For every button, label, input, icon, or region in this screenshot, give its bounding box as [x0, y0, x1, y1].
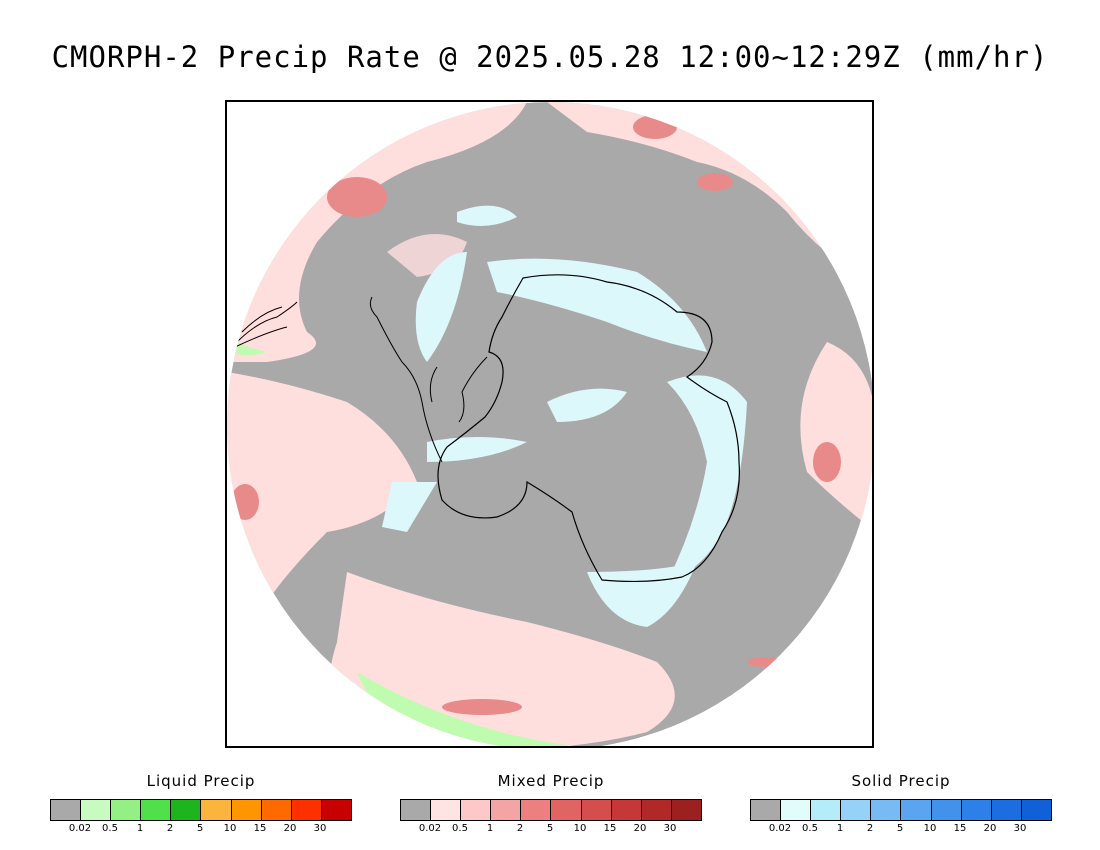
legend-tick-mixed-1: 0.5 — [452, 823, 468, 834]
legend-ticks-liquid: 0.02 0.5 1 2 5 10 15 20 30 — [50, 823, 352, 837]
legend-ticks-mixed: 0.02 0.5 1 2 5 10 15 20 30 — [400, 823, 702, 837]
precip-field — [227, 102, 872, 746]
legend-swatch-liquid-0 — [51, 800, 82, 820]
legend-liquid: Liquid Precip 0.02 0.5 1 2 5 10 15 20 30 — [50, 772, 352, 837]
legend-tick-mixed-7: 20 — [633, 823, 647, 834]
legend-tick-liquid-5: 10 — [223, 823, 237, 834]
legend-tick-solid-5: 10 — [923, 823, 937, 834]
legend-swatch-solid-0 — [751, 800, 782, 820]
legend-swatch-solid-1 — [781, 800, 812, 820]
map-title: CMORPH-2 Precip Rate @ 2025.05.28 12:00~… — [51, 40, 1049, 74]
legend-tick-mixed-2: 1 — [486, 823, 494, 834]
legend-tick-liquid-3: 2 — [166, 823, 174, 834]
legend-mixed: Mixed Precip 0.02 0.5 1 2 5 10 15 20 30 — [400, 772, 702, 837]
legend-title-solid: Solid Precip — [851, 772, 951, 790]
legend-swatch-mixed-6 — [581, 800, 612, 820]
legend-title-liquid: Liquid Precip — [146, 772, 256, 790]
antarctica-coastline — [437, 274, 740, 583]
legend-swatch-mixed-5 — [551, 800, 582, 820]
legend-tick-solid-2: 1 — [836, 823, 844, 834]
legend-swatch-mixed-1 — [431, 800, 462, 820]
legend-swatch-liquid-3 — [141, 800, 172, 820]
legend-swatch-solid-5 — [901, 800, 932, 820]
mixed-precip-heavy — [231, 115, 841, 715]
peninsula-coastline — [369, 296, 488, 463]
legend-swatch-solid-3 — [841, 800, 872, 820]
south-america-coastline — [234, 301, 298, 348]
legend-swatch-mixed-9 — [671, 800, 701, 820]
legend-title-mixed: Mixed Precip — [497, 772, 605, 790]
legend-tick-mixed-0: 0.02 — [418, 823, 442, 834]
legend-swatch-solid-2 — [811, 800, 842, 820]
legend-swatch-liquid-2 — [111, 800, 142, 820]
legend-swatch-liquid-9 — [321, 800, 351, 820]
legend-swatch-liquid-8 — [291, 800, 322, 820]
legend-swatch-solid-4 — [871, 800, 902, 820]
map-frame[interactable] — [225, 100, 874, 748]
legend-swatch-mixed-0 — [401, 800, 432, 820]
solid-precip-regions — [382, 205, 747, 627]
legend-swatch-liquid-1 — [81, 800, 112, 820]
legend-tick-liquid-0: 0.02 — [68, 823, 92, 834]
legend-swatch-mixed-3 — [491, 800, 522, 820]
legend-swatch-solid-7 — [961, 800, 992, 820]
legend-swatch-mixed-7 — [611, 800, 642, 820]
legend-tick-solid-4: 5 — [896, 823, 904, 834]
legend-swatches-solid — [750, 799, 1052, 821]
legend-tick-mixed-8: 30 — [663, 823, 677, 834]
legend-tick-mixed-3: 2 — [516, 823, 524, 834]
legend-swatch-liquid-4 — [171, 800, 202, 820]
legend-tick-solid-0: 0.02 — [768, 823, 792, 834]
legend-tick-solid-6: 15 — [953, 823, 967, 834]
legend-tick-solid-7: 20 — [983, 823, 997, 834]
legend-swatch-liquid-5 — [201, 800, 232, 820]
legend-tick-liquid-6: 15 — [253, 823, 267, 834]
legend-tick-solid-1: 0.5 — [802, 823, 818, 834]
legend-swatch-solid-6 — [931, 800, 962, 820]
legend-tick-mixed-5: 10 — [573, 823, 587, 834]
polar-precip-map[interactable] — [227, 102, 874, 748]
legend-swatch-mixed-2 — [461, 800, 492, 820]
legend-swatches-liquid — [50, 799, 352, 821]
legend-tick-mixed-6: 15 — [603, 823, 617, 834]
legend-swatch-solid-9 — [1021, 800, 1051, 820]
legend-ticks-solid: 0.02 0.5 1 2 5 10 15 20 30 — [750, 823, 1052, 837]
legend-tick-liquid-7: 20 — [283, 823, 297, 834]
legend-tick-liquid-8: 30 — [313, 823, 327, 834]
legend-swatch-mixed-8 — [641, 800, 672, 820]
legend-tick-solid-8: 30 — [1013, 823, 1027, 834]
legend-swatch-solid-8 — [991, 800, 1022, 820]
legend-tick-liquid-2: 1 — [136, 823, 144, 834]
legend-swatches-mixed — [400, 799, 702, 821]
legend-swatch-mixed-4 — [521, 800, 552, 820]
legend-tick-mixed-4: 5 — [546, 823, 554, 834]
legend-swatch-liquid-7 — [261, 800, 292, 820]
legend-tick-liquid-4: 5 — [196, 823, 204, 834]
legend-tick-solid-3: 2 — [866, 823, 874, 834]
legend-solid: Solid Precip 0.02 0.5 1 2 5 10 15 20 30 — [750, 772, 1052, 837]
legend-swatch-liquid-6 — [231, 800, 262, 820]
legend-tick-liquid-1: 0.5 — [102, 823, 118, 834]
